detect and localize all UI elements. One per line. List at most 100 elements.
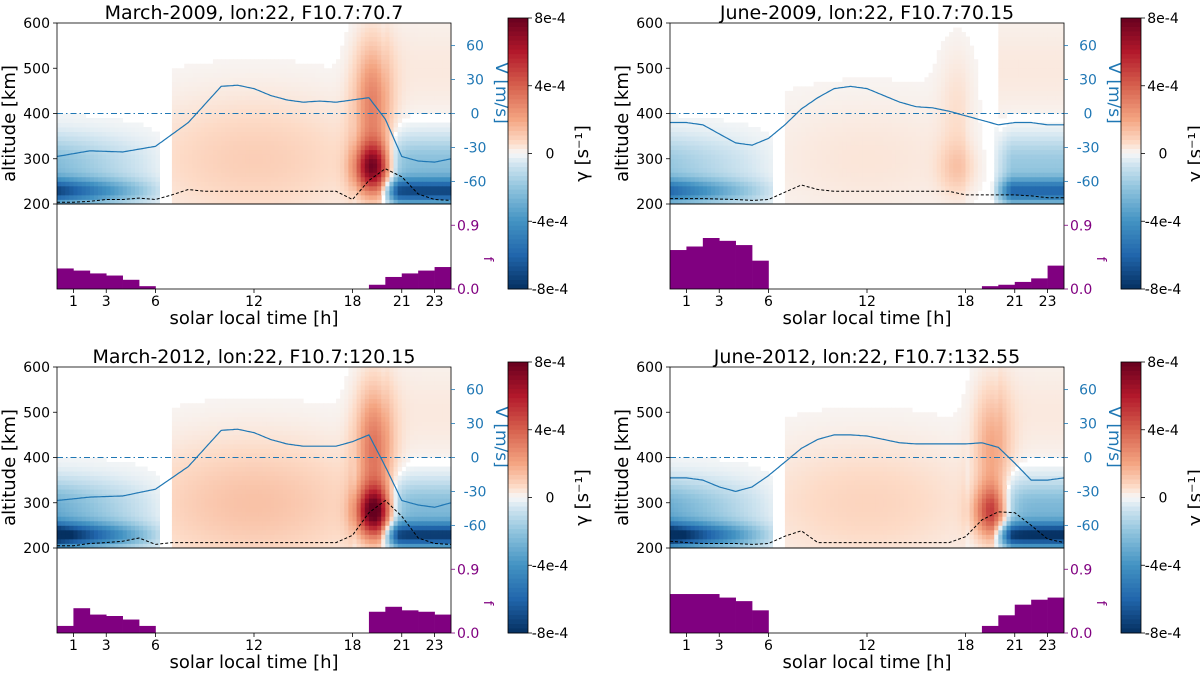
heatmap-cell — [290, 181, 296, 187]
heatmap-cell — [920, 118, 925, 123]
heatmap-cell — [110, 158, 115, 164]
heatmap-cell — [344, 163, 349, 169]
heatmap-cell — [126, 131, 132, 137]
heatmap-cell — [434, 122, 440, 128]
heatmap-cell — [825, 95, 831, 101]
heatmap-cell — [702, 194, 708, 200]
heatmap-cell — [793, 131, 798, 137]
heatmap-cell — [817, 181, 823, 187]
heatmap-cell — [331, 140, 337, 146]
heatmap-cell — [961, 131, 966, 137]
heatmap-cell — [702, 185, 708, 191]
heatmap-cell — [114, 136, 119, 142]
heatmap-cell — [143, 194, 148, 200]
heatmap-cell — [204, 154, 210, 160]
heatmap-cell — [731, 145, 737, 151]
heatmap-cell — [340, 163, 345, 169]
heatmap-cell — [1002, 176, 1007, 182]
heatmap-cell — [891, 86, 897, 92]
heatmap-cell — [258, 145, 263, 151]
heatmap-cell — [887, 108, 893, 114]
heatmap-cell — [674, 127, 679, 132]
heatmap-cell — [438, 45, 444, 51]
heatmap-cell — [270, 163, 275, 169]
heatmap-cell — [274, 158, 280, 164]
heatmap-cell — [446, 131, 452, 137]
colorbar-step — [508, 126, 528, 132]
heatmap-cell — [389, 95, 394, 101]
heatmap-cell — [196, 113, 202, 119]
heatmap-cell — [368, 136, 374, 142]
heatmap-cell — [307, 176, 312, 182]
heatmap-cell — [327, 113, 333, 119]
heatmap-cell — [998, 108, 1003, 114]
heatmap-cell — [912, 136, 917, 142]
heatmap-cell — [196, 194, 202, 200]
heatmap-cell — [188, 181, 193, 187]
heatmap-cell — [385, 108, 390, 114]
heatmap-cell — [270, 158, 275, 164]
heatmap-cell — [916, 136, 921, 142]
heatmap-cell — [295, 149, 300, 155]
heatmap-cell — [793, 149, 798, 155]
heatmap-cell — [368, 63, 374, 69]
heatmap-cell — [434, 181, 440, 187]
heatmap-cell — [891, 122, 897, 128]
heatmap-cell — [1010, 145, 1016, 151]
heatmap-cell — [813, 194, 819, 200]
heatmap-cell — [940, 72, 946, 78]
heatmap-cell — [245, 185, 251, 191]
heatmap-cell — [846, 194, 851, 200]
heatmap-cell — [258, 127, 263, 132]
heatmap-cell — [875, 122, 880, 128]
heatmap-cell — [352, 45, 357, 51]
heatmap-cell — [850, 145, 856, 151]
heatmap-cell — [908, 108, 913, 114]
heatmap-cell — [801, 172, 806, 178]
heatmap-cell — [932, 81, 938, 87]
heatmap-cell — [171, 158, 177, 164]
heatmap-cell — [208, 81, 214, 87]
heatmap-cell — [241, 167, 247, 173]
heatmap-cell — [258, 77, 263, 83]
heatmap-cell — [920, 140, 925, 146]
heatmap-cell — [278, 127, 284, 132]
heatmap-cell — [327, 127, 333, 132]
heatmap-cell — [903, 99, 909, 105]
heatmap-cell — [143, 190, 148, 196]
heatmap-cell — [953, 113, 958, 119]
heatmap-cell — [307, 194, 312, 200]
heatmap-cell — [295, 108, 300, 114]
heatmap-cell — [965, 136, 970, 142]
heatmap-cell — [789, 108, 794, 114]
heatmap-cell — [184, 194, 189, 200]
heatmap-cell — [686, 118, 691, 123]
heatmap-cell — [295, 199, 300, 205]
heatmap-cell — [274, 104, 280, 110]
heatmap-cell — [192, 136, 197, 142]
heatmap-cell — [89, 145, 95, 151]
time-axis-label: solar local time [h] — [169, 308, 338, 329]
heatmap-cell — [715, 127, 720, 132]
heatmap-cell — [887, 90, 893, 96]
heatmap-cell — [438, 176, 444, 182]
heatmap-cell — [1006, 136, 1012, 142]
heatmap-cell — [825, 86, 831, 92]
heatmap-cell — [969, 118, 975, 123]
heatmap-cell — [385, 72, 390, 78]
heatmap-cell — [93, 185, 99, 191]
heatmap-cell — [266, 167, 271, 173]
heatmap-cell — [723, 190, 728, 196]
heatmap-cell — [719, 163, 724, 169]
heatmap-cell — [254, 185, 259, 191]
heatmap-cell — [274, 95, 280, 101]
heatmap-cell — [442, 54, 448, 60]
heatmap-cell — [57, 131, 62, 137]
heatmap-cell — [446, 176, 452, 182]
heatmap-cell — [867, 81, 872, 87]
heatmap-cell — [998, 86, 1003, 92]
heatmap-cell — [393, 27, 399, 33]
heatmap-cell — [719, 181, 724, 187]
heatmap-cell — [266, 59, 271, 65]
heatmap-cell — [846, 113, 851, 119]
